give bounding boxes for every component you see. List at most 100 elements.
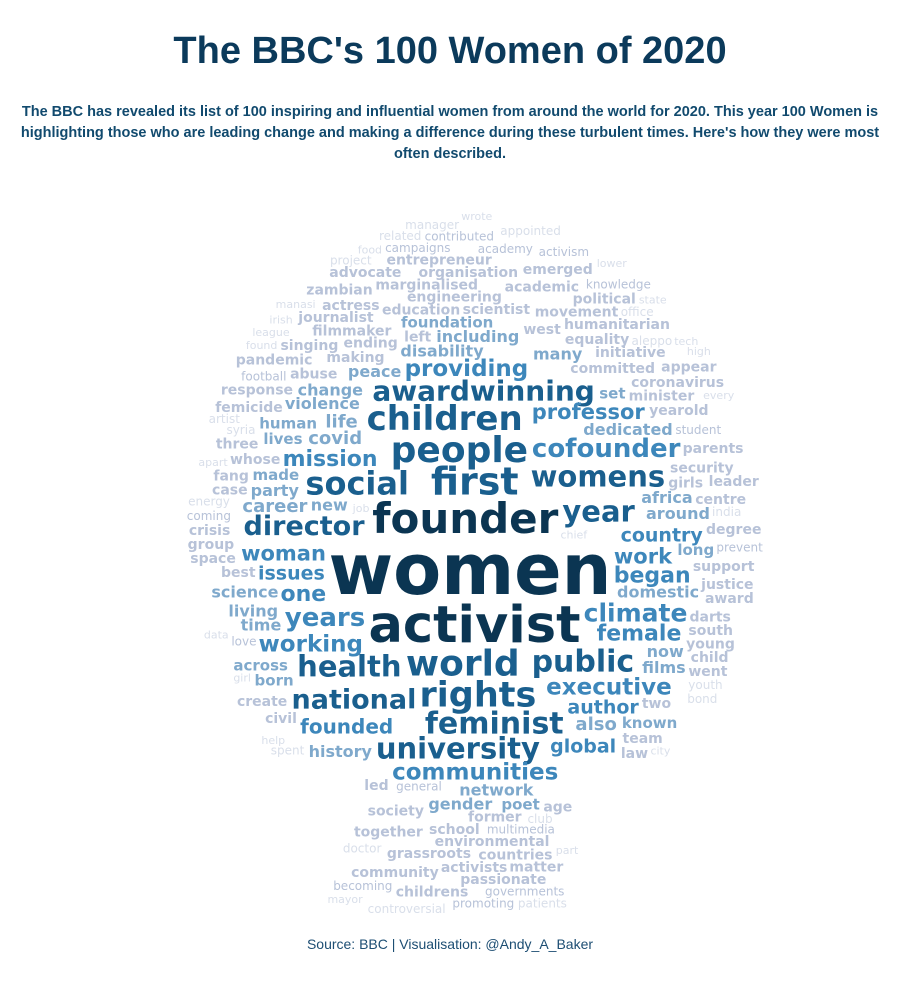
cloud-word: engineering [407, 289, 502, 305]
cloud-word: young [686, 637, 735, 653]
cloud-word: community [351, 865, 439, 881]
cloud-word: university [376, 732, 540, 766]
cloud-word: one [281, 582, 327, 607]
cloud-word: office [621, 305, 654, 319]
cloud-word: youth [688, 678, 722, 692]
cloud-word: born [255, 672, 294, 690]
cloud-word: manasi [276, 298, 316, 311]
cloud-word: law [621, 746, 648, 762]
cloud-word: city [650, 744, 670, 757]
cloud-word: left [404, 330, 431, 346]
cloud-word: apart [198, 456, 228, 469]
cloud-word: work [614, 545, 673, 569]
cloud-word: lives [263, 430, 302, 448]
cloud-word: set [599, 385, 625, 403]
cloud-word: security [670, 461, 734, 477]
cloud-word: controversial [368, 902, 446, 916]
cloud-word: activist [369, 596, 581, 655]
cloud-word: year [562, 494, 635, 528]
cloud-word: support [693, 559, 755, 575]
cloud-word: poet [501, 795, 539, 813]
cloud-word: covid [308, 428, 362, 449]
cloud-word: high [687, 345, 711, 358]
cloud-word: singing [280, 338, 338, 354]
cloud-word: darts [689, 610, 730, 626]
cloud-word: club [527, 812, 552, 826]
cloud-word: including [436, 327, 519, 346]
cloud-word: years [285, 603, 365, 633]
cloud-word: every [703, 389, 735, 402]
page-title: The BBC's 100 Women of 2020 [173, 30, 727, 72]
cloud-word: energy [188, 495, 230, 509]
cloud-word: society [368, 803, 424, 819]
cloud-word: began [614, 564, 691, 589]
cloud-word: centre [695, 492, 746, 508]
cloud-word: knowledge [586, 277, 651, 291]
cloud-word: women [328, 529, 611, 611]
page-subtitle: The BBC has revealed its list of 100 ins… [20, 104, 880, 162]
cloud-word: campaigns [385, 241, 450, 255]
cloud-word: child [691, 650, 729, 666]
cloud-word: environmental [435, 834, 550, 850]
cloud-word: disability [400, 342, 484, 361]
cloud-word: response [221, 382, 293, 398]
cloud-word: social [305, 465, 409, 503]
cloud-word: job [352, 502, 370, 515]
cloud-word: network [459, 780, 534, 799]
cloud-word: academy [478, 242, 533, 256]
cloud-word: around [646, 504, 710, 523]
cloud-word: cofounder [532, 434, 681, 464]
cloud-word: zambian [306, 283, 372, 299]
cloud-word: abuse [290, 367, 337, 383]
cloud-word: bond [687, 692, 717, 706]
cloud-word: across [233, 657, 288, 675]
cloud-word: dedicated [583, 420, 672, 439]
cloud-word: entrepreneur [386, 253, 491, 269]
cloud-word: wrote [461, 210, 492, 223]
cloud-word: long [677, 541, 714, 559]
cloud-word: age [543, 799, 572, 815]
cloud-word: group [188, 537, 235, 553]
cloud-word: pandemic [236, 353, 313, 369]
cloud-word: project [330, 254, 372, 268]
cloud-word: female [597, 622, 682, 647]
cloud-word: committed [570, 361, 655, 377]
cloud-word: part [556, 844, 579, 857]
cloud-word: organisation [418, 265, 518, 281]
cloud-word: governments [485, 885, 564, 899]
cloud-word: appointed [500, 224, 561, 238]
cloud-word: prevent [716, 541, 763, 555]
cloud-word: degree [706, 522, 761, 538]
cloud-word: justice [700, 577, 753, 593]
cloud-word: football [241, 370, 286, 384]
cloud-word: political [573, 292, 636, 308]
cloud-word: communities [392, 759, 558, 785]
cloud-word: first [431, 460, 519, 504]
cloud-word: now [647, 642, 684, 661]
cloud-word: making [326, 350, 384, 366]
cloud-word: three [216, 436, 259, 452]
cloud-word: science [211, 583, 278, 602]
cloud-word: ending [344, 336, 398, 352]
cloud-word: actress [322, 298, 380, 314]
cloud-word: aleppo [632, 334, 673, 348]
cloud-word: professor [532, 400, 646, 424]
cloud-word: domestic [617, 582, 699, 601]
cloud-word: case [212, 482, 248, 498]
cloud-word: children [367, 399, 523, 439]
cloud-word: create [237, 694, 287, 710]
cloud-word: climate [584, 598, 688, 627]
cloud-word: health [297, 649, 401, 683]
cloud-word: public [532, 644, 635, 679]
cloud-word: awardwinning [372, 374, 594, 407]
cloud-word: related [379, 229, 421, 243]
cloud-word: spent [271, 744, 305, 758]
cloud-word: appear [661, 359, 716, 375]
cloud-word: led [364, 778, 388, 794]
cloud-word: world [406, 643, 520, 684]
cloud-word: found [246, 339, 278, 352]
cloud-word: new [311, 496, 348, 515]
cloud-word: career [242, 496, 307, 517]
cloud-word: crisis [189, 523, 230, 539]
cloud-word: coronavirus [631, 375, 724, 391]
